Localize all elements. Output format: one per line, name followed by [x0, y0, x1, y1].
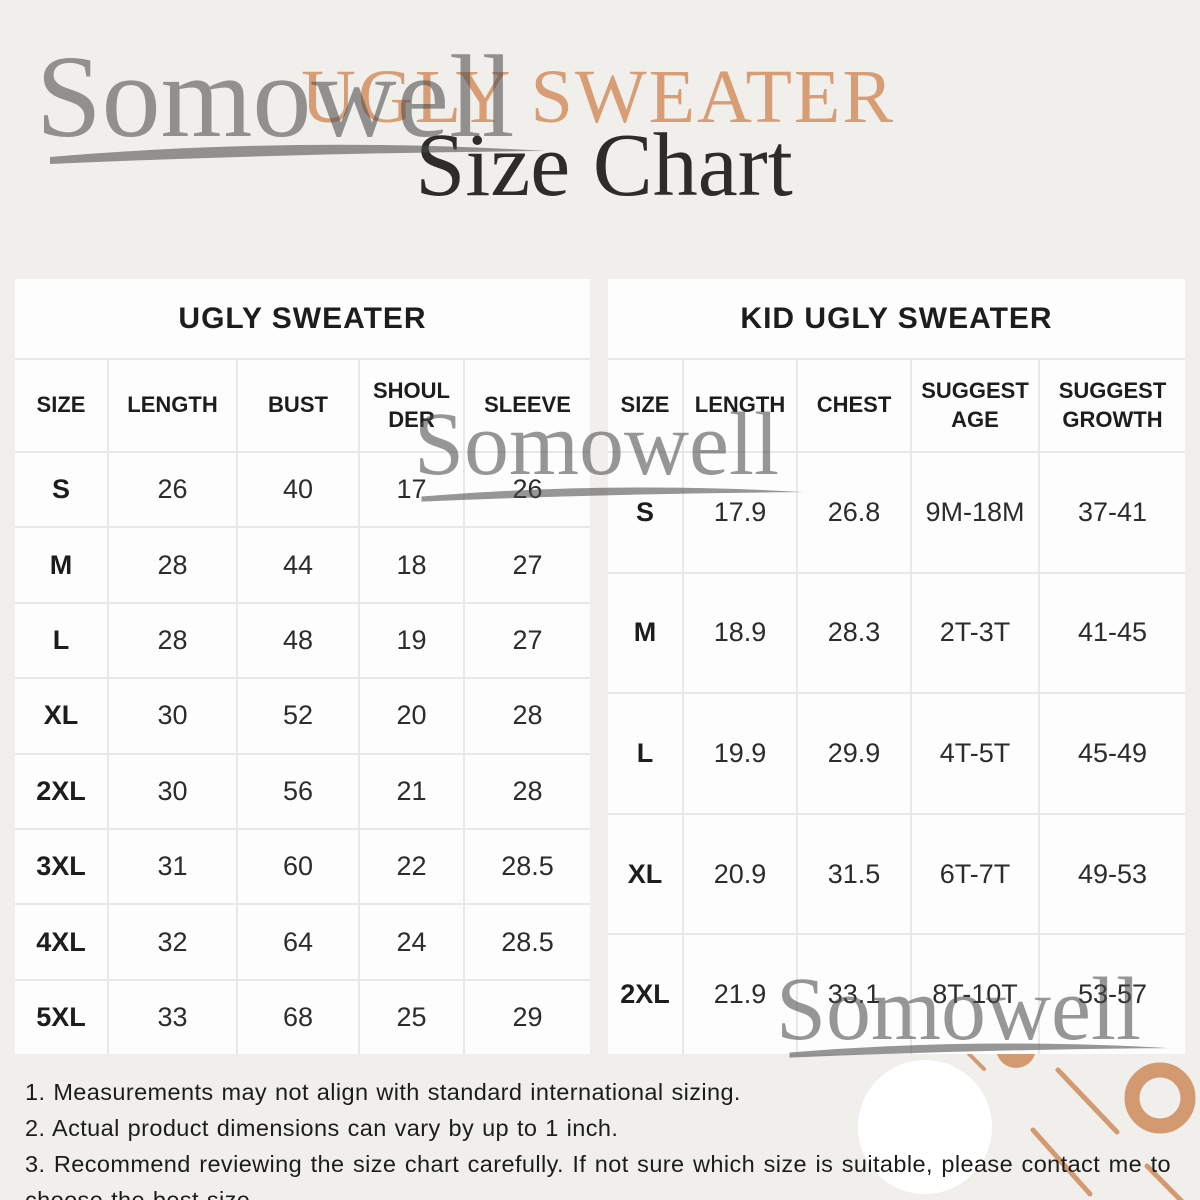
- measure-value-cell: 28.3: [798, 573, 910, 693]
- measure-value-cell: 18.9: [684, 573, 796, 693]
- measure-value-cell: 31: [109, 829, 236, 904]
- measure-value-cell: 28.5: [465, 905, 590, 979]
- measure-value-cell: 26: [465, 453, 590, 527]
- size-label-cell: M: [608, 573, 682, 693]
- kid-column-header: SUGGEST AGE: [912, 360, 1038, 451]
- measure-value-cell: 20: [360, 679, 463, 753]
- measure-value-cell: 44: [238, 528, 358, 602]
- adult-size-table: UGLY SWEATER SIZE LENGTH BUST SHOUL DER …: [15, 279, 590, 1055]
- measure-value-cell: 52: [238, 679, 358, 753]
- size-label-cell: 2XL: [15, 754, 107, 828]
- footnotes: 1. Measurements may not align with stand…: [25, 1074, 1171, 1200]
- measure-value-cell: 28: [465, 679, 590, 753]
- measure-value-cell: 33.1: [798, 935, 910, 1054]
- measure-value-cell: 9M-18M: [912, 453, 1038, 572]
- measure-value-cell: 28: [109, 528, 236, 602]
- adult-column-header: BUST: [238, 360, 358, 451]
- measure-value-cell: 27: [465, 528, 590, 602]
- measure-value-cell: 33: [109, 980, 236, 1055]
- measure-value-cell: 17.9: [684, 453, 796, 572]
- peach-ring-decoration: [1124, 1062, 1196, 1134]
- size-label-cell: 3XL: [15, 829, 107, 904]
- page-title-size-chart: Size Chart: [415, 116, 793, 215]
- adult-column-header: SLEEVE: [465, 360, 590, 451]
- adult-table-title: UGLY SWEATER: [15, 279, 590, 358]
- measure-value-cell: 19: [360, 603, 463, 678]
- measure-value-cell: 22: [360, 829, 463, 904]
- kid-table-title: KID UGLY SWEATER: [608, 279, 1185, 358]
- size-label-cell: S: [15, 453, 107, 527]
- size-label-cell: L: [15, 603, 107, 678]
- measure-value-cell: 68: [238, 980, 358, 1055]
- size-label-cell: 4XL: [15, 905, 107, 979]
- measure-value-cell: 26.8: [798, 453, 910, 572]
- footnote-2: 2. Actual product dimensions can vary by…: [25, 1115, 619, 1141]
- size-label-cell: XL: [608, 814, 682, 934]
- kid-column-header: LENGTH: [684, 360, 796, 451]
- measure-value-cell: 56: [238, 754, 358, 828]
- measure-value-cell: 29.9: [798, 694, 910, 813]
- peach-line-decoration: [967, 1052, 986, 1071]
- measure-value-cell: 53-57: [1040, 935, 1185, 1054]
- measure-value-cell: 20.9: [684, 814, 796, 934]
- kid-size-table: KID UGLY SWEATER SIZE LENGTH CHEST SUGGE…: [608, 279, 1185, 1054]
- measure-value-cell: 41-45: [1040, 573, 1185, 693]
- measure-value-cell: 21: [360, 754, 463, 828]
- adult-column-header: SIZE: [15, 360, 107, 451]
- white-circle-decoration: [858, 1060, 992, 1194]
- size-label-cell: S: [608, 453, 682, 572]
- measure-value-cell: 8T-10T: [912, 935, 1038, 1054]
- size-label-cell: L: [608, 694, 682, 813]
- measure-value-cell: 31.5: [798, 814, 910, 934]
- measure-value-cell: 6T-7T: [912, 814, 1038, 934]
- measure-value-cell: 2T-3T: [912, 573, 1038, 693]
- measure-value-cell: 29: [465, 980, 590, 1055]
- measure-value-cell: 24: [360, 905, 463, 979]
- kid-column-header: SIZE: [608, 360, 682, 451]
- measure-value-cell: 25: [360, 980, 463, 1055]
- adult-column-header: SHOUL DER: [360, 360, 463, 451]
- kid-column-header: SUGGEST GROWTH: [1040, 360, 1185, 451]
- measure-value-cell: 28: [465, 754, 590, 828]
- size-label-cell: 2XL: [608, 935, 682, 1054]
- adult-column-header: LENGTH: [109, 360, 236, 451]
- measure-value-cell: 17: [360, 453, 463, 527]
- measure-value-cell: 28: [109, 603, 236, 678]
- measure-value-cell: 30: [109, 679, 236, 753]
- page-title-product: UGLY SWEATER: [300, 55, 896, 139]
- size-label-cell: XL: [15, 679, 107, 753]
- measure-value-cell: 45-49: [1040, 694, 1185, 813]
- measure-value-cell: 40: [238, 453, 358, 527]
- measure-value-cell: 4T-5T: [912, 694, 1038, 813]
- footnote-1: 1. Measurements may not align with stand…: [25, 1079, 741, 1105]
- measure-value-cell: 18: [360, 528, 463, 602]
- peach-line-decoration: [1144, 1163, 1185, 1200]
- measure-value-cell: 49-53: [1040, 814, 1185, 934]
- measure-value-cell: 32: [109, 905, 236, 979]
- measure-value-cell: 60: [238, 829, 358, 904]
- measure-value-cell: 19.9: [684, 694, 796, 813]
- measure-value-cell: 37-41: [1040, 453, 1185, 572]
- size-label-cell: M: [15, 528, 107, 602]
- measure-value-cell: 28.5: [465, 829, 590, 904]
- measure-value-cell: 26: [109, 453, 236, 527]
- size-label-cell: 5XL: [15, 980, 107, 1055]
- peach-line-decoration: [1055, 1067, 1120, 1135]
- kid-column-header: CHEST: [798, 360, 910, 451]
- measure-value-cell: 27: [465, 603, 590, 678]
- footnote-3: 3. Recommend reviewing the size chart ca…: [25, 1151, 1171, 1200]
- measure-value-cell: 21.9: [684, 935, 796, 1054]
- peach-line-decoration: [1030, 1127, 1093, 1197]
- measure-value-cell: 64: [238, 905, 358, 979]
- measure-value-cell: 30: [109, 754, 236, 828]
- measure-value-cell: 48: [238, 603, 358, 678]
